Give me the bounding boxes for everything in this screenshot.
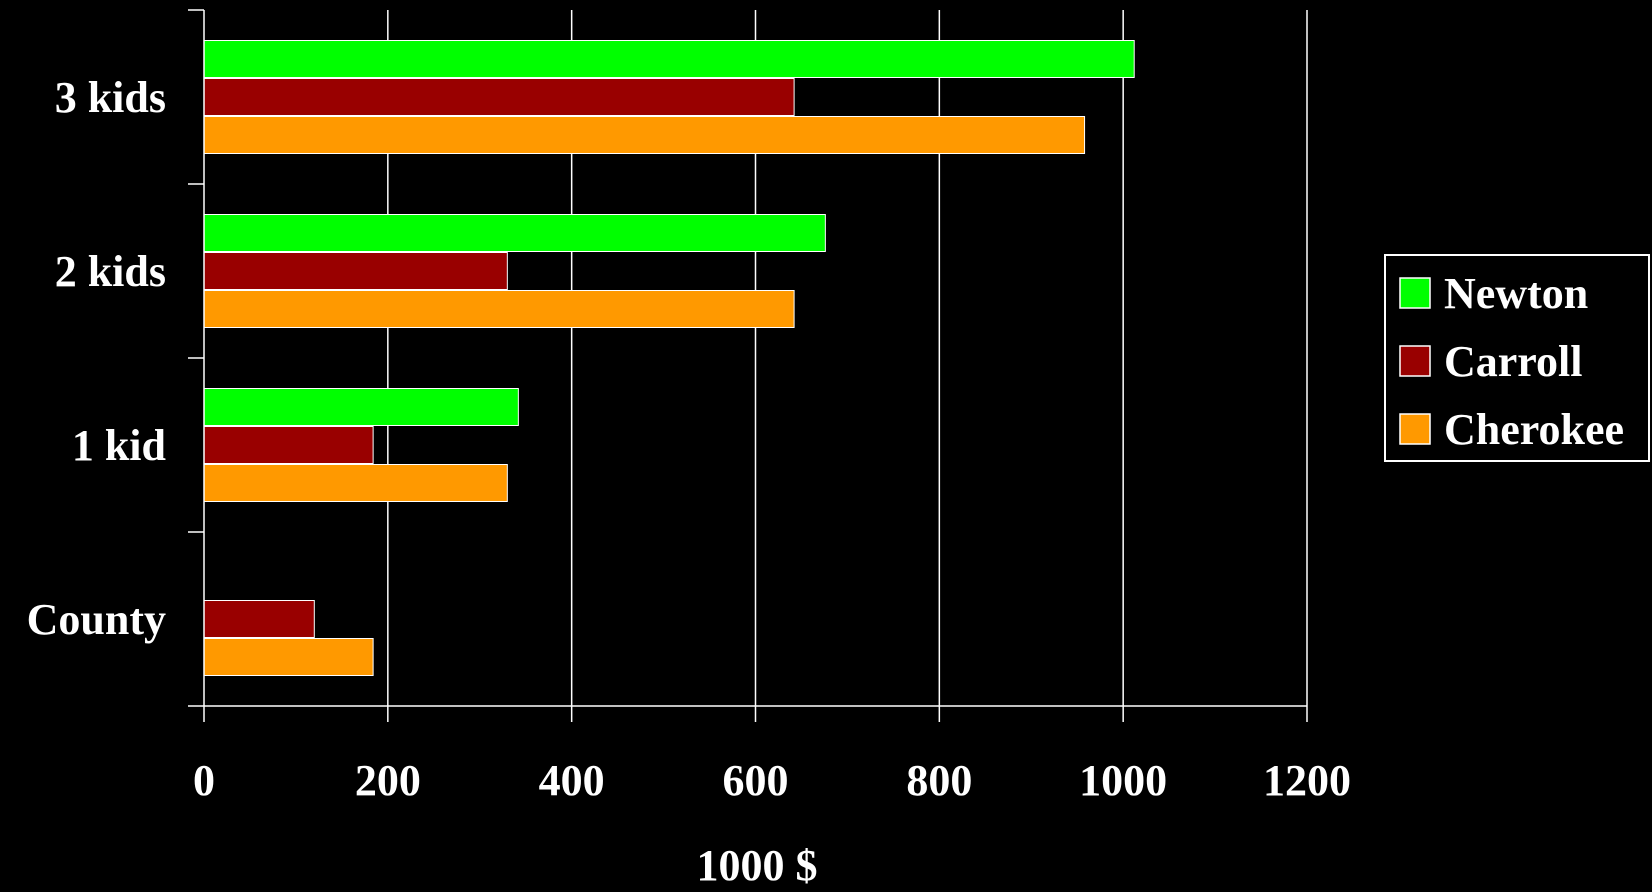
category-label: County (27, 595, 166, 644)
bar-cherokee (203, 638, 374, 676)
axes (188, 9, 1308, 722)
category-label: 2 kids (55, 247, 166, 296)
category-label: 1 kid (72, 421, 166, 470)
bar-carroll (203, 426, 374, 464)
bars (203, 40, 1135, 676)
x-tick-label: 0 (193, 756, 215, 805)
axis-labels: 0 200 400 600 800 1000 1200 3 kids 2 kids 1 kid Co… (27, 73, 1351, 805)
category-label: 3 kids (55, 73, 166, 122)
legend: Newton Carroll Cherokee (1384, 254, 1650, 462)
bar-newton (203, 40, 1135, 78)
bar-cherokee (203, 116, 1086, 154)
x-tick-label: 800 (906, 756, 972, 805)
bar-newton (203, 388, 519, 426)
x-tick-label: 1000 (1079, 756, 1167, 805)
legend-label-cherokee: Cherokee (1444, 405, 1624, 454)
legend-swatch-carroll (1399, 345, 1431, 377)
legend-label-newton: Newton (1444, 269, 1588, 318)
legend-swatch-cherokee (1399, 413, 1431, 445)
bar-cherokee (203, 464, 508, 502)
bar-cherokee (203, 290, 795, 328)
x-axis-title: 1000 $ (697, 841, 818, 887)
x-tick-label: 200 (355, 756, 421, 805)
x-tick-label: 600 (723, 756, 789, 805)
bar-carroll (203, 78, 795, 116)
bar-carroll (203, 600, 315, 638)
x-tick-label: 400 (539, 756, 605, 805)
bar-newton (203, 214, 826, 252)
legend-swatch-newton (1399, 277, 1431, 309)
x-tick-label: 1200 (1263, 756, 1351, 805)
legend-label-carroll: Carroll (1444, 337, 1583, 386)
bar-carroll (203, 252, 508, 290)
